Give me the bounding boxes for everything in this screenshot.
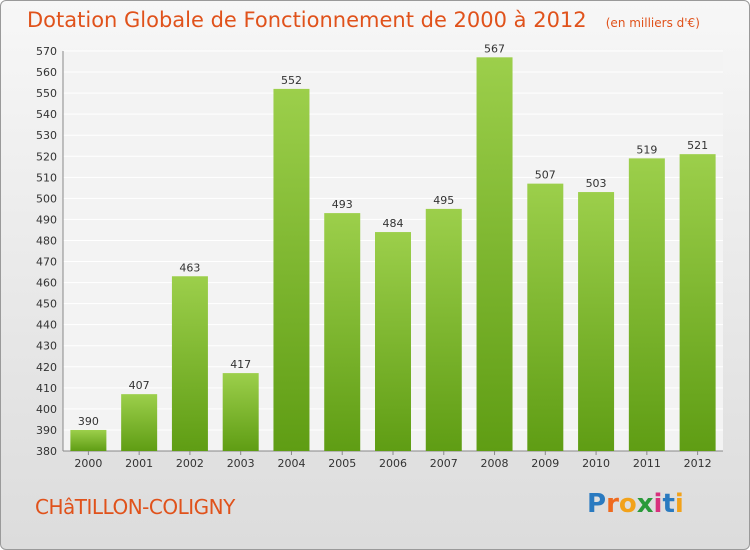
y-tick-label: 410 [36,382,57,395]
x-tick-label: 2003 [227,457,255,470]
bar [578,192,615,452]
bar-value-label: 463 [179,261,200,274]
bar [375,232,411,451]
bar [121,394,158,451]
y-tick-label: 420 [36,361,57,374]
bar [70,429,107,451]
x-tick-label: 2010 [582,457,610,470]
x-tick-label: 2008 [481,457,509,470]
x-tick-label: 2006 [379,457,407,470]
y-tick-label: 510 [36,171,57,184]
y-tick-label: 570 [36,45,57,58]
logo-letter: t [662,489,675,519]
bar-value-label: 484 [383,217,404,230]
y-tick-label: 560 [36,66,57,79]
y-tick-label: 470 [36,256,57,269]
y-tick-label: 550 [36,87,57,100]
x-tick-label: 2001 [125,457,153,470]
logo-letter: P [587,489,607,519]
bar-value-label: 519 [636,143,657,156]
bar [425,208,462,451]
x-tick-label: 2002 [176,457,204,470]
bar [527,183,564,451]
y-tick-label: 390 [36,424,57,437]
x-tick-label: 2007 [430,457,458,470]
y-tick-label: 520 [36,150,57,163]
x-tick-label: 2011 [633,457,661,470]
bar [628,158,665,452]
logo-letter: x [636,489,654,519]
y-tick-label: 400 [36,403,57,416]
bar-value-label: 495 [433,194,454,207]
chart-title-block: Dotation Globale de Fonctionnement de 20… [27,8,700,32]
bar [273,88,310,451]
x-tick-label: 2005 [328,457,356,470]
y-tick-label: 430 [36,340,57,353]
logo-letter: r [606,489,619,519]
x-tick-label: 2004 [277,457,305,470]
x-tick-label: 2000 [74,457,102,470]
chart-title: Dotation Globale de Fonctionnement de 20… [27,8,587,32]
commune-name: CHâTILLON-COLIGNY [35,495,235,519]
bar-value-label: 407 [129,379,150,392]
y-tick-label: 490 [36,213,57,226]
bar [171,276,208,451]
bar-value-label: 417 [230,358,251,371]
bar-value-label: 390 [78,415,99,428]
bar-value-label: 567 [484,42,505,55]
logo-letter: i [653,489,663,519]
bar-value-label: 507 [535,169,556,182]
bar-value-label: 521 [687,139,708,152]
bar-value-label: 552 [281,74,302,87]
bar [324,213,361,451]
chart-unit: (en milliers d'€) [605,16,700,30]
y-tick-label: 530 [36,129,57,142]
logo-letter: o [618,489,637,519]
y-tick-label: 440 [36,319,57,332]
y-tick-label: 480 [36,234,57,247]
proxiti-logo: Proxiti [587,489,684,519]
y-tick-label: 380 [36,445,57,458]
y-tick-label: 460 [36,277,57,290]
bar-value-label: 503 [586,177,607,190]
y-tick-label: 500 [36,192,57,205]
logo-letter: i [674,489,684,519]
x-tick-label: 2009 [531,457,559,470]
bar [476,57,513,451]
bar [679,154,716,451]
bar [222,373,259,451]
y-tick-label: 540 [36,108,57,121]
y-tick-label: 450 [36,298,57,311]
bar-value-label: 493 [332,198,353,211]
x-tick-label: 2012 [684,457,712,470]
